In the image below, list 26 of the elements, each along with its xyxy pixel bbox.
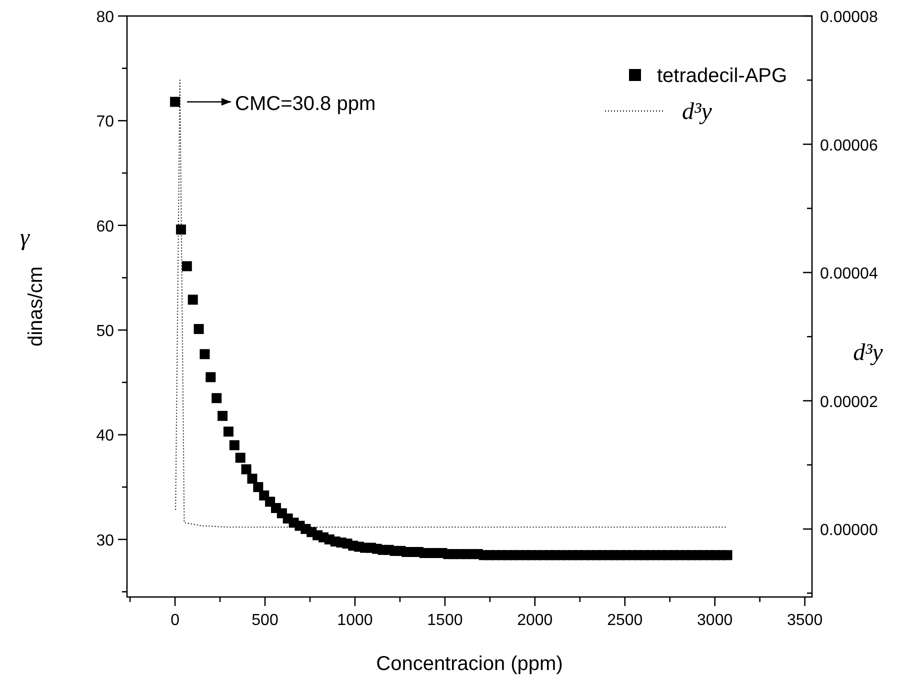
x-tick-label: 3000 <box>697 612 733 629</box>
y-tick-label: 30 <box>96 532 114 550</box>
y2-tick-label: 0.00008 <box>820 9 878 26</box>
y-tick-label: 60 <box>96 218 114 236</box>
y-tick-label: 50 <box>96 323 114 340</box>
text: γ <box>20 225 30 251</box>
y2-tick-label: 0.00006 <box>820 137 878 154</box>
y-tick-label: 40 <box>96 428 114 445</box>
x-tick-label: 1000 <box>337 612 373 629</box>
x-tick-label: 1500 <box>427 612 463 629</box>
x-tick-label: 2500 <box>607 612 643 629</box>
y-tick-label: 70 <box>96 114 114 131</box>
y-tick-label: 80 <box>96 9 114 26</box>
annotation: CMC=30.8 ppm <box>235 92 376 115</box>
x-tick-label: 2000 <box>517 612 553 629</box>
y2-tick-label: 0.00004 <box>820 266 878 283</box>
x-tick-label: 500 <box>252 612 278 629</box>
y2-axis-title: d³y <box>853 340 884 366</box>
x-tick-label: 3500 <box>787 612 823 629</box>
x-tick-label: 0 <box>170 612 180 629</box>
y2-tick-label: 0.00002 <box>820 394 878 411</box>
legend-label: tetradecil-APG <box>657 65 788 87</box>
legend-label: d³y <box>682 99 712 125</box>
x-axis-title: Concentracion (ppm) <box>376 653 563 675</box>
y2-tick-label: 0.00000 <box>820 522 878 540</box>
y-axis-title: dinas/cm <box>25 266 47 347</box>
